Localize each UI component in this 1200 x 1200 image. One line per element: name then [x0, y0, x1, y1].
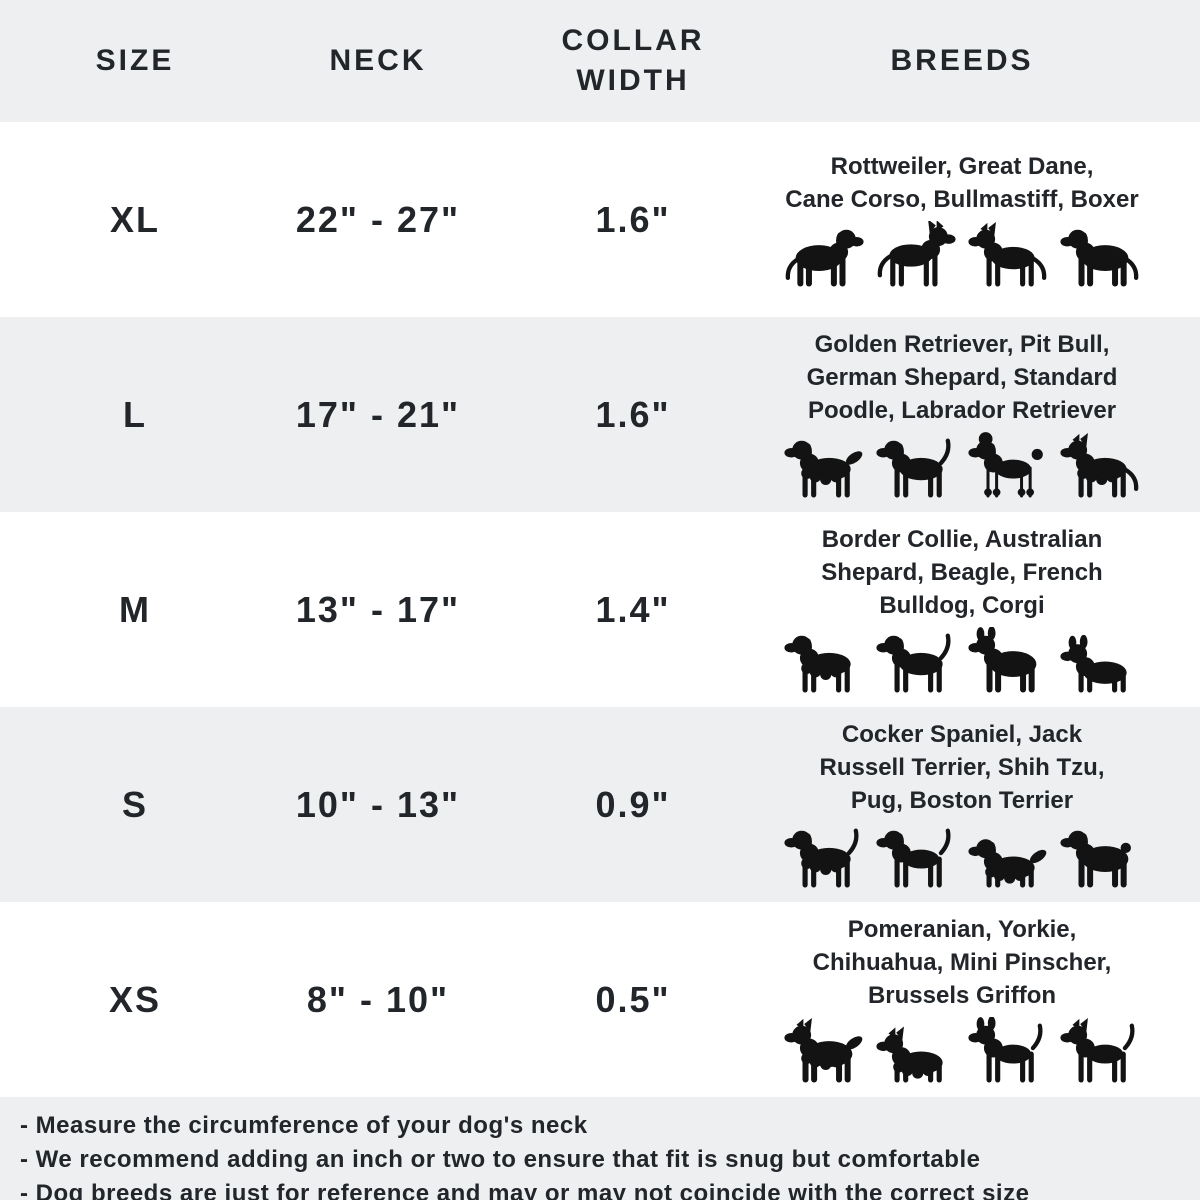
collar-width-value: 0.5" — [595, 978, 671, 1020]
cocker-spaniel-icon — [781, 822, 867, 891]
table-row: XL 22" - 27" 1.6" Rottweiler, Great Dane, Ca… — [0, 122, 1200, 317]
breeds-cell: Rottweiler, Great Dane, Cane Corso, Bullm… — [780, 122, 1200, 317]
corgi-icon — [1057, 627, 1143, 696]
breed-names-line: Russell Terrier, Shih Tzu, — [819, 754, 1105, 781]
breed-icons — [781, 627, 1143, 696]
table-row: L 17" - 21" 1.6" Golden Retriever, Pit Bull… — [0, 317, 1200, 512]
beagle-icon — [873, 627, 959, 696]
neck-range: 8" - 10" — [306, 978, 450, 1020]
table-row: XS 8" - 10" 0.5" Pomeranian, Yorkie, Chihuah… — [0, 902, 1200, 1097]
breed-icons — [781, 1017, 1143, 1086]
poodle-icon — [965, 432, 1051, 501]
breed-names-line: Pug, Boston Terrier — [850, 787, 1074, 814]
breed-icons — [781, 822, 1143, 891]
jack-russell-terrier-icon — [873, 822, 959, 891]
breeds-cell: Cocker Spaniel, Jack Russell Terrier, Shi… — [780, 707, 1200, 902]
breed-names-line: Cane Corso, Bullmastiff, Boxer — [785, 185, 1139, 213]
rottweiler-icon — [781, 221, 867, 290]
chihuahua-icon — [965, 1017, 1051, 1086]
yorkie-icon — [873, 1017, 959, 1086]
breed-names-line: Pomeranian, Yorkie, — [847, 916, 1077, 943]
breed-names-line: Poodle, Labrador Retriever — [807, 397, 1117, 424]
breed-names: Rottweiler, Great Dane, Cane Corso, Bullm… — [785, 150, 1138, 216]
breed-icons — [781, 220, 1143, 290]
breed-names-line: Brussels Griffon — [867, 982, 1057, 1009]
breed-names-line: Rottweiler, Great Dane, — [830, 152, 1094, 180]
breeds-cell: Pomeranian, Yorkie, Chihuahua, Mini Pinsc… — [780, 902, 1200, 1097]
breed-names-line: Chihuahua, Mini Pinscher, — [812, 949, 1112, 976]
breed-names-line: Golden Retriever, Pit Bull, — [814, 331, 1110, 358]
collar-width-value: 1.6" — [595, 393, 671, 435]
breeds-cell: Golden Retriever, Pit Bull, German Shepar… — [780, 317, 1200, 512]
breed-names-line: Bulldog, Corgi — [879, 592, 1045, 619]
miniature-pinscher-icon — [1057, 1017, 1143, 1086]
breed-names: Golden Retriever, Pit Bull, German Shepar… — [807, 328, 1118, 427]
note-line: - We recommend adding an inch or two to … — [20, 1146, 981, 1173]
note-line: - Dog breeds are just for reference and … — [20, 1180, 1030, 1200]
breed-names-line: Cocker Spaniel, Jack — [841, 721, 1083, 748]
cane-corso-icon — [965, 221, 1051, 290]
footnotes: - Measure the circumference of your dog'… — [0, 1097, 1200, 1200]
breed-names: Border Collie, Australian Shepard, Beagle… — [821, 523, 1102, 622]
pug-icon — [1057, 822, 1143, 891]
breed-names-line: Border Collie, Australian — [821, 526, 1103, 553]
labrador-retriever-icon — [873, 432, 959, 501]
great-dane-icon — [873, 220, 959, 290]
column-header-breeds: BREEDS — [890, 44, 1034, 77]
size-value: XL — [109, 198, 160, 240]
size-value: M — [119, 588, 151, 630]
neck-range: 13" - 17" — [295, 588, 461, 630]
note-line: - Measure the circumference of your dog'… — [20, 1112, 588, 1139]
bullmastiff-icon — [1057, 221, 1143, 290]
column-header-neck: NECK — [329, 44, 427, 77]
neck-range: 22" - 27" — [295, 198, 461, 240]
breed-names-line: Shepard, Beagle, French — [821, 559, 1103, 586]
pomeranian-icon — [781, 1017, 867, 1086]
table-header-row: SIZE NECK COLLAR WIDTH BREEDS — [0, 0, 1200, 122]
breed-icons — [781, 432, 1143, 501]
australian-shepherd-icon — [781, 627, 867, 696]
table-row: M 13" - 17" 1.4" Border Collie, Australian S… — [0, 512, 1200, 707]
golden-retriever-icon — [781, 432, 867, 501]
column-header-collar-width: COLLAR WIDTH — [486, 0, 780, 122]
neck-range: 10" - 13" — [295, 783, 461, 825]
breed-names-line: German Shepard, Standard — [806, 364, 1118, 391]
size-value: XS — [108, 978, 162, 1020]
breeds-cell: Border Collie, Australian Shepard, Beagle… — [780, 512, 1200, 707]
table-row: S 10" - 13" 0.9" Cocker Spaniel, Jack Russel… — [0, 707, 1200, 902]
shih-tzu-icon — [965, 822, 1051, 891]
french-bulldog-icon — [965, 627, 1051, 696]
breed-names: Pomeranian, Yorkie, Chihuahua, Mini Pinsc… — [813, 913, 1112, 1012]
size-value: L — [123, 393, 147, 435]
collar-width-value: 1.4" — [595, 588, 671, 630]
breed-names: Cocker Spaniel, Jack Russell Terrier, Shi… — [820, 718, 1105, 817]
table-body: XL 22" - 27" 1.6" Rottweiler, Great Dane, Ca… — [0, 122, 1200, 1097]
column-header-collar-width-label: COLLAR WIDTH — [561, 24, 705, 97]
collar-width-value: 1.6" — [595, 198, 671, 240]
german-shepherd-icon — [1057, 432, 1143, 501]
neck-range: 17" - 21" — [295, 393, 461, 435]
column-header-size: SIZE — [95, 44, 175, 77]
collar-width-value: 0.9" — [595, 783, 671, 825]
size-value: S — [121, 783, 148, 825]
